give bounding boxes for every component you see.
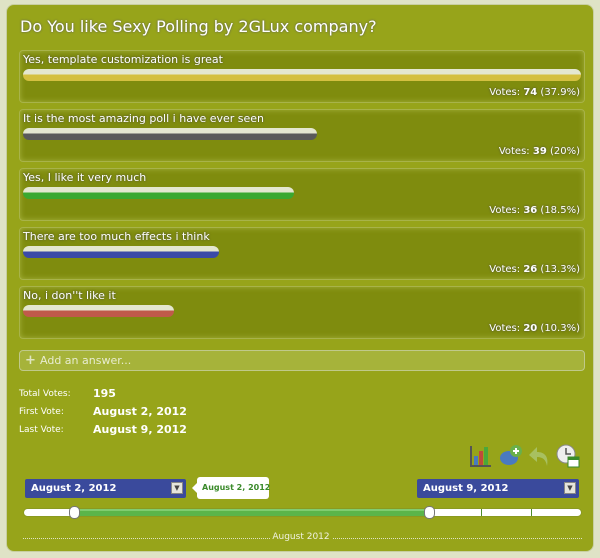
answer-label: There are too much effects i think (23, 230, 210, 243)
answer-label: Yes, I like it very much (23, 171, 147, 184)
from-date-select[interactable]: August 2, 2012 ▼ (25, 479, 186, 498)
last-vote: Last Vote: August 9, 2012 (19, 423, 187, 436)
add-comment-icon[interactable] (499, 444, 523, 468)
vote-bar (23, 69, 581, 81)
month-label: August 2012 (7, 532, 595, 542)
date-range-slider[interactable] (23, 506, 582, 519)
vote-bar (23, 305, 174, 317)
from-handle[interactable] (69, 506, 80, 519)
to-date-select[interactable]: August 9, 2012 ▼ (417, 479, 579, 498)
selected-range (75, 509, 431, 516)
plus-icon: + (25, 353, 36, 368)
last-vote-label: Last Vote: (19, 425, 64, 435)
answer-label: No, i don''t like it (23, 289, 116, 302)
total-votes-value: 195 (93, 387, 116, 400)
add-answer-placeholder: Add an answer... (40, 354, 132, 367)
vote-count: Votes: 74 (37.9%) (489, 87, 580, 98)
to-handle[interactable] (424, 506, 435, 519)
first-vote-label: First Vote: (19, 407, 64, 417)
vote-bar (23, 187, 295, 199)
answer-label: It is the most amazing poll i have ever … (23, 112, 265, 125)
vote-count: Votes: 39 (20%) (498, 146, 580, 157)
poll-panel: Do You like Sexy Polling by 2GLux compan… (6, 4, 594, 552)
to-date-value: August 9, 2012 (423, 483, 509, 494)
poll-answer[interactable]: No, i don''t like it Votes: 20 (10.3%) (19, 286, 585, 339)
vote-count: Votes: 36 (18.5%) (489, 205, 580, 216)
poll-answer[interactable]: There are too much effects i think Votes… (19, 227, 585, 280)
chevron-down-icon: ▼ (564, 482, 576, 494)
poll-title: Do You like Sexy Polling by 2GLux compan… (20, 17, 377, 36)
date-tooltip: August 2, 2012 (192, 477, 270, 499)
month-label-text: August 2012 (270, 532, 332, 542)
vote-bar (23, 246, 220, 258)
slider-tick (481, 509, 482, 516)
back-arrow-icon[interactable] (527, 444, 551, 468)
answer-label: Yes, template customization is great (23, 53, 223, 66)
poll-answer[interactable]: Yes, I like it very much Votes: 36 (18.5… (19, 168, 585, 221)
vote-count: Votes: 20 (10.3%) (489, 323, 580, 334)
vote-bar (23, 128, 318, 140)
first-vote: First Vote: August 2, 2012 (19, 405, 187, 418)
total-votes-label: Total Votes: (19, 389, 71, 399)
poll-answer[interactable]: Yes, template customization is great Vot… (19, 50, 585, 103)
poll-answer[interactable]: It is the most amazing poll i have ever … (19, 109, 585, 162)
from-date-value: August 2, 2012 (31, 483, 117, 494)
first-vote-value: August 2, 2012 (93, 405, 187, 418)
clock-calendar-icon[interactable] (556, 444, 580, 468)
chevron-down-icon: ▼ (171, 482, 183, 494)
vote-count: Votes: 26 (13.3%) (489, 264, 580, 275)
slider-tick (531, 509, 532, 516)
last-vote-value: August 9, 2012 (93, 423, 187, 436)
total-votes: Total Votes: 195 (19, 387, 116, 400)
bar-chart-icon[interactable] (469, 444, 493, 468)
add-answer-input[interactable]: + Add an answer... (19, 350, 585, 371)
